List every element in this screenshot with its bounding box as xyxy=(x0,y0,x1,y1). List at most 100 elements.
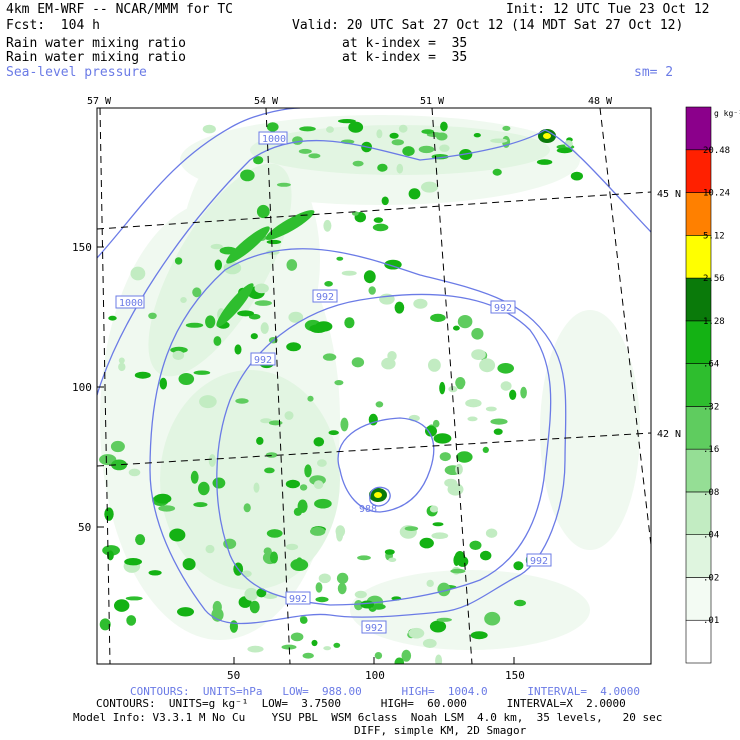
rain-cell xyxy=(500,381,512,391)
rain-cell xyxy=(285,543,299,551)
rain-cell xyxy=(437,582,451,597)
rain-cell xyxy=(270,551,278,564)
field-1-name: Rain water mixing ratio xyxy=(6,36,187,51)
rain-cell xyxy=(266,122,279,132)
rain-core-peak xyxy=(543,133,551,139)
rain-cell xyxy=(159,377,167,390)
rain-cell xyxy=(439,144,450,152)
rain-cell xyxy=(490,138,508,144)
legend-level-label: .02 xyxy=(703,573,719,583)
rain-cell xyxy=(130,266,146,281)
rain-cell xyxy=(135,534,146,546)
rain-cell xyxy=(253,482,260,493)
rain-cell xyxy=(286,342,301,352)
rain-cell xyxy=(430,313,446,322)
rain-cell xyxy=(360,600,375,609)
x-grid-label-50: 50 xyxy=(227,669,240,682)
rain-cell xyxy=(482,446,489,453)
legend-band xyxy=(685,320,712,364)
rain-cell xyxy=(341,270,357,276)
rain-cell xyxy=(450,568,466,574)
contour-992-inner xyxy=(216,293,552,606)
rain-cell xyxy=(470,631,488,640)
svg-text:992: 992 xyxy=(289,594,307,605)
rain-cell xyxy=(457,315,473,329)
rain-cell xyxy=(402,146,415,157)
legend-level-label: .16 xyxy=(703,445,719,455)
legend-labels: 20.48 10.24 5.12 2.56 1.28 .64 .32 .16 .08 .04 .02… xyxy=(703,146,730,626)
rain-cell xyxy=(318,573,331,584)
contour-label: 992 xyxy=(361,620,387,634)
rain-cell xyxy=(453,554,460,566)
footer-model-info: Model Info: V3.3.1 M No Cu YSU PBL WSM 6… xyxy=(73,711,663,724)
rain-cell xyxy=(237,310,255,317)
rain-cell xyxy=(493,428,503,435)
rain-cell xyxy=(351,357,365,368)
legend-level-label: .32 xyxy=(703,402,719,412)
rain-cell xyxy=(281,644,297,650)
rain-cell xyxy=(114,599,130,612)
contour-986-small xyxy=(369,486,391,507)
rain-cell xyxy=(426,579,434,588)
lon-line-57w xyxy=(99,108,111,664)
legend-band xyxy=(685,577,712,621)
rain-cell xyxy=(456,451,473,463)
rain-cell xyxy=(469,540,482,550)
field-3-name: Sea-level pressure xyxy=(6,65,147,80)
rain-cell xyxy=(440,121,448,132)
contour-label: 1000 xyxy=(115,295,145,309)
contour-1000-outer xyxy=(97,108,301,259)
rain-cell xyxy=(492,168,502,176)
rain-cell xyxy=(473,133,481,138)
rain-cell xyxy=(134,371,151,379)
rain-cell xyxy=(334,380,344,386)
rain-cell xyxy=(354,600,363,611)
rain-cell xyxy=(193,502,208,508)
rain-cell xyxy=(240,169,255,182)
legend-level-label: 2.56 xyxy=(703,274,725,284)
rain-cell xyxy=(300,616,308,624)
footer-contours-pressure: CONTOURS: UNITS=hPa LOW= 988.00 HIGH= 10… xyxy=(130,685,640,698)
legend-level-label: .08 xyxy=(703,488,719,498)
legend-band xyxy=(685,149,712,193)
rain-cell xyxy=(455,463,463,475)
rain-cell xyxy=(436,617,452,622)
rain-cell xyxy=(154,493,172,504)
rain-cell xyxy=(126,615,137,626)
rain-cell xyxy=(453,325,460,331)
rain-cell xyxy=(348,121,364,133)
rain-shading-faint xyxy=(148,125,550,590)
legend-band xyxy=(685,491,712,535)
rain-cell xyxy=(429,620,447,633)
rain-cell xyxy=(421,129,435,135)
rain-cell xyxy=(256,436,264,445)
rain-cell xyxy=(264,467,275,474)
rain-cell xyxy=(323,219,332,232)
rain-cell xyxy=(299,126,316,132)
legend-level-label: 20.48 xyxy=(703,146,730,156)
rain-cell xyxy=(185,322,204,328)
field-1-level: at k-index = 35 xyxy=(342,36,468,51)
rain-cell xyxy=(178,373,195,385)
legend-units: g kg⁻¹ xyxy=(714,109,740,118)
model-title: 4km EM-WRF -- NCAR/MMM for TC xyxy=(6,2,233,17)
rain-cell xyxy=(170,346,188,354)
rain-cell xyxy=(309,324,328,333)
contour-label: 992 xyxy=(526,553,552,567)
rain-cell xyxy=(308,153,321,159)
rain-cell xyxy=(299,484,308,491)
y-grid-label-50: 50 xyxy=(78,521,91,534)
rain-cells xyxy=(99,119,584,664)
rain-cell xyxy=(428,358,441,372)
rain-cell xyxy=(177,607,194,617)
rain-cell xyxy=(244,587,259,601)
rain-cell xyxy=(479,358,496,373)
rain-cell xyxy=(388,557,397,562)
lon-label-57w: 57 W xyxy=(87,96,112,107)
rain-cell xyxy=(190,470,199,484)
rain-cell xyxy=(235,398,249,404)
legend-band xyxy=(685,106,712,151)
rain-cell xyxy=(118,362,126,372)
legend-band xyxy=(685,363,712,407)
rain-cell xyxy=(372,223,389,232)
